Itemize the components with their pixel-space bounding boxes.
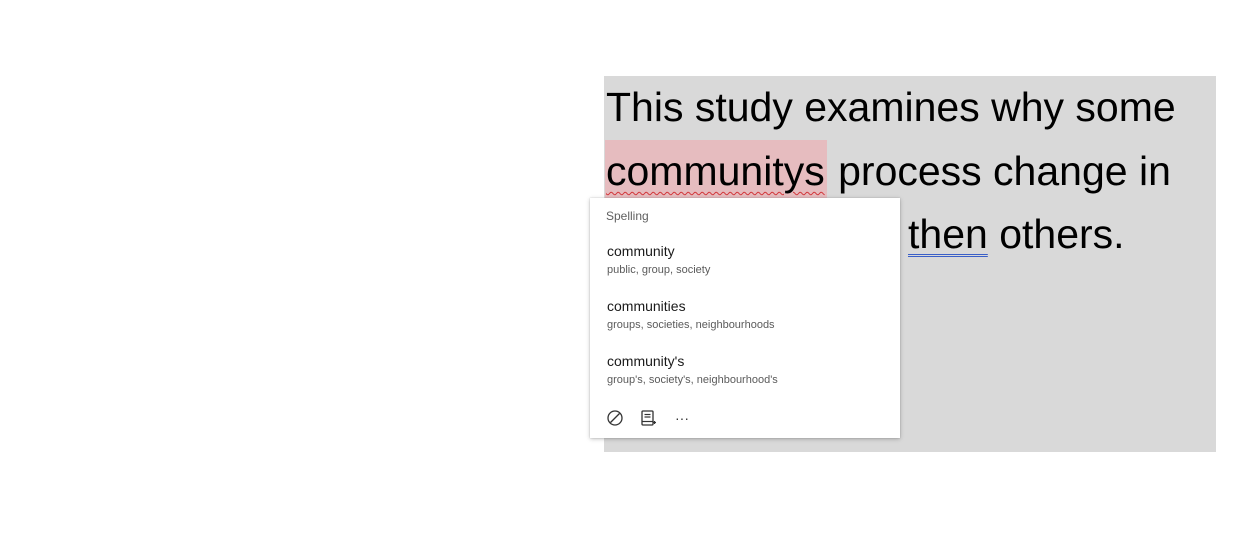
suggestion-word: communities [607,298,686,314]
suggestion-item[interactable]: community public, group, society [590,243,900,291]
document-text[interactable]: process change in [826,148,1171,194]
grammar-flagged-word[interactable]: then [908,211,988,257]
suggestion-synonyms: group's, society's, neighbourhood's [607,374,778,386]
suggestion-synonyms: groups, societies, neighbourhoods [607,319,775,331]
document-line[interactable]: This study examines why some [606,84,1176,130]
add-to-dictionary-button[interactable] [637,407,659,429]
misspelled-word[interactable]: communitys [605,140,827,202]
suggestion-item[interactable]: communities groups, societies, neighbour… [590,298,900,346]
document-text[interactable]: others. [987,211,1125,257]
ignore-icon [607,410,623,426]
document-line[interactable]: then others. [908,203,1125,265]
suggestion-item[interactable]: community's group's, society's, neighbou… [590,353,900,401]
document-line[interactable]: communitys process change in [605,140,1171,202]
popup-header: Spelling [606,209,649,223]
suggestion-word: community's [607,353,685,369]
suggestion-word: community [607,243,675,259]
ignore-button[interactable] [604,407,626,429]
more-options-button[interactable]: ··· [671,407,693,429]
spelling-suggestions-popup: Spelling community public, group, societ… [590,198,900,438]
add-to-dictionary-icon [641,410,656,426]
suggestion-synonyms: public, group, society [607,264,711,276]
more-options-icon: ··· [675,410,689,426]
